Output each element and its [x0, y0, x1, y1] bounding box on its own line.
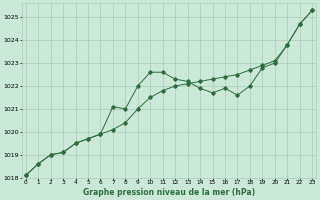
X-axis label: Graphe pression niveau de la mer (hPa): Graphe pression niveau de la mer (hPa) [83, 188, 255, 197]
